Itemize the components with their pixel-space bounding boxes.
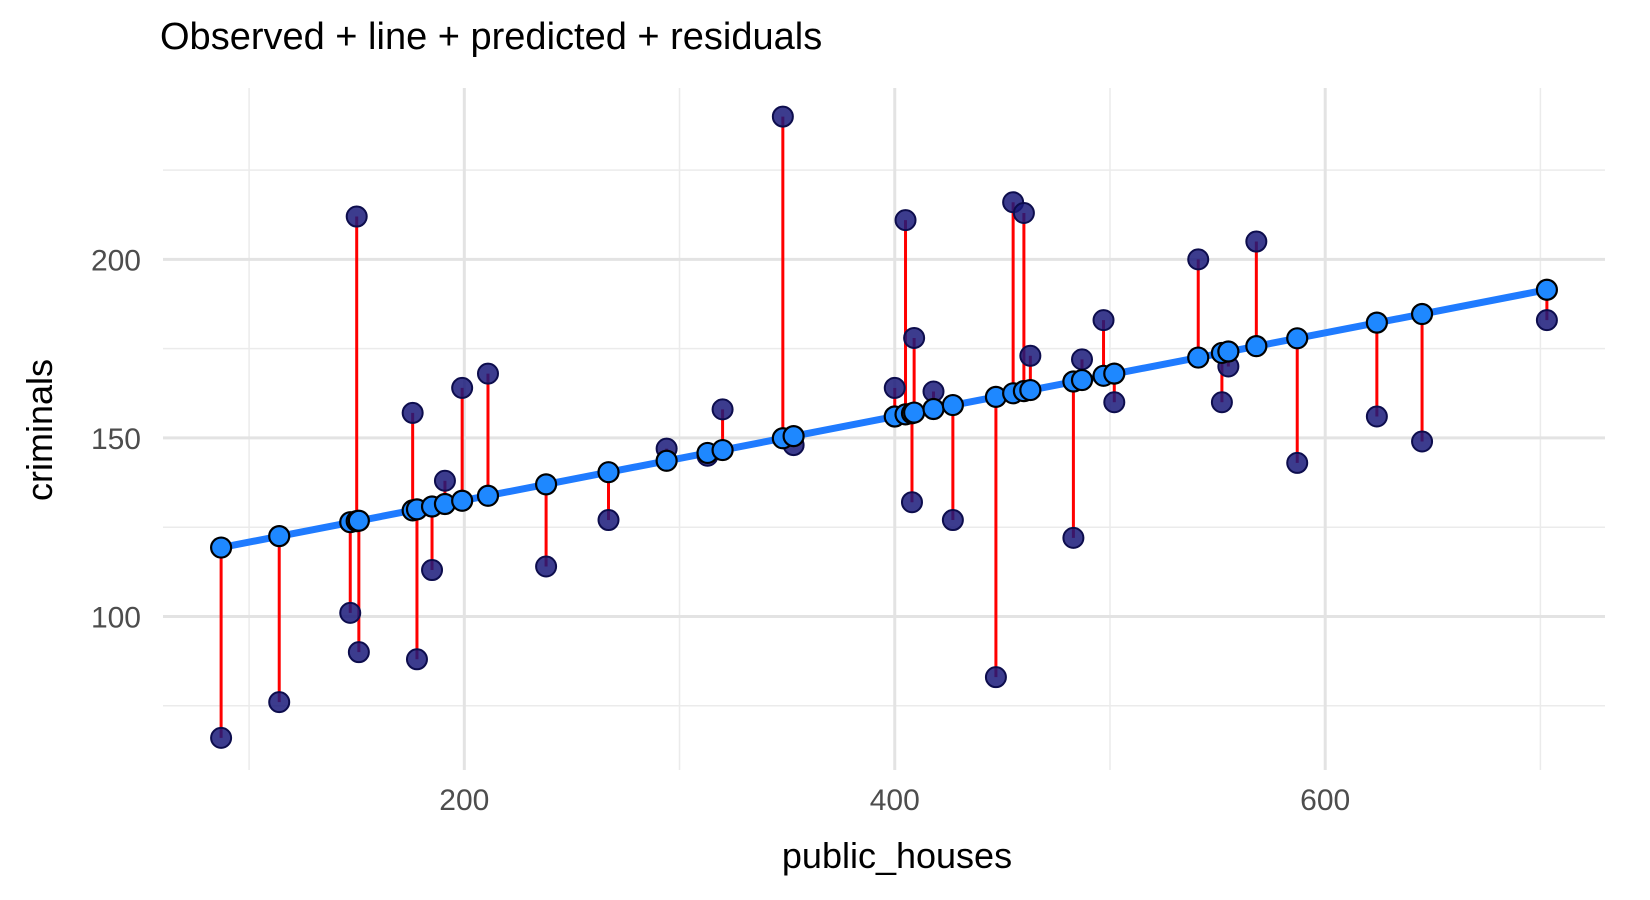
observed-point (1071, 348, 1094, 371)
observed-point (984, 666, 1007, 689)
observed-point (451, 376, 474, 399)
observed-point (1019, 344, 1042, 367)
x-tick-label: 400 (870, 784, 920, 817)
observed-point (268, 691, 291, 714)
observed-point (771, 105, 794, 128)
observed-point (1092, 309, 1115, 332)
observed-point (433, 469, 456, 492)
predicted-point (1070, 368, 1094, 392)
observed-point (401, 401, 424, 424)
predicted-point (534, 473, 558, 496)
predicted-point (210, 536, 233, 559)
predicted-point (1410, 302, 1434, 326)
observed-point (1062, 526, 1085, 549)
observed-point (405, 648, 428, 671)
observed-point (597, 509, 620, 532)
y-axis-title: criminals (19, 359, 60, 501)
predicted-point (347, 509, 370, 532)
predicted-point (451, 489, 474, 512)
predicted-point (597, 461, 620, 484)
predicted-point (268, 525, 291, 548)
x-axis-title: public_houses (782, 835, 1012, 876)
predicted-point (903, 401, 926, 424)
observed-points (210, 105, 1558, 749)
observed-point (883, 376, 906, 399)
chart-title: Observed + line + predicted + residuals (160, 16, 823, 58)
observed-point (535, 555, 558, 578)
predicted-point (1019, 378, 1042, 402)
observed-point (1535, 309, 1558, 332)
predicted-point (1535, 278, 1558, 301)
x-tick-label: 200 (439, 784, 489, 817)
observed-point (476, 362, 499, 385)
observed-point (421, 559, 444, 582)
predicted-point (782, 425, 805, 448)
predicted-point (1286, 327, 1309, 350)
y-tick-label: 200 (91, 244, 141, 277)
predicted-point (711, 438, 734, 462)
observed-point (1411, 430, 1434, 453)
predicted-point (476, 484, 500, 507)
predicted-point (655, 449, 678, 472)
y-tick-labels: 100 150 200 (91, 244, 141, 634)
observed-point (1187, 248, 1210, 271)
observed-point (1365, 405, 1388, 428)
observed-point (941, 509, 964, 532)
predicted-point (1365, 311, 1388, 334)
y-tick-label: 150 (91, 423, 141, 456)
observed-point (1245, 230, 1268, 253)
predicted-points (210, 278, 1558, 559)
observed-point (347, 641, 370, 664)
x-tick-labels: 200 400 600 (439, 784, 1350, 817)
observed-point (903, 326, 926, 349)
minor-gridlines (163, 88, 1605, 770)
observed-point (711, 398, 734, 421)
observed-point (210, 726, 233, 749)
observed-point (1210, 391, 1233, 414)
major-gridlines (163, 88, 1605, 770)
observed-point (1286, 451, 1309, 474)
predicted-point (1103, 362, 1126, 385)
observed-point (1103, 391, 1126, 414)
x-tick-label: 600 (1300, 784, 1350, 817)
predicted-point (1245, 335, 1268, 358)
observed-point (1012, 201, 1035, 224)
observed-point (345, 205, 368, 228)
predicted-point (922, 397, 945, 421)
predicted-point (1187, 346, 1210, 369)
observed-point (339, 601, 362, 624)
residual-lines (219, 116, 1549, 738)
y-tick-label: 100 (91, 601, 141, 634)
predicted-point (941, 393, 964, 417)
predicted-point (1217, 340, 1240, 363)
observed-point (900, 491, 923, 514)
observed-point (894, 209, 917, 232)
